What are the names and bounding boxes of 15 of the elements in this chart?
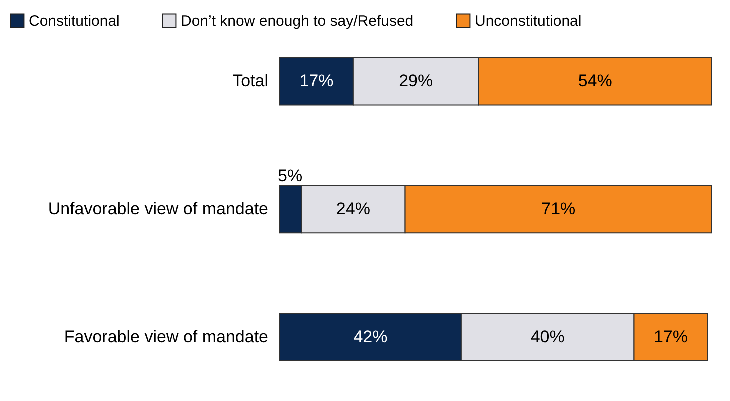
legend-label: Unconstitutional [475, 12, 582, 30]
data-label: 42% [354, 327, 388, 346]
y-tick-label: Unfavorable view of mandate [48, 200, 268, 218]
data-label: 40% [530, 327, 565, 346]
data-label: 54% [578, 72, 612, 91]
data-label: 5% [278, 166, 303, 186]
legend-label: Don’t know enough to say/Refused [181, 12, 414, 30]
data-label: 71% [542, 200, 576, 218]
data-label: 24% [336, 200, 370, 218]
y-tick-label: Favorable view of mandate [64, 327, 268, 346]
y-tick-label: Total [232, 72, 268, 91]
data-label: 29% [399, 72, 434, 91]
data-label: 17% [654, 327, 688, 346]
data-label: 17% [300, 72, 334, 91]
legend-label: Constitutional [29, 12, 120, 30]
